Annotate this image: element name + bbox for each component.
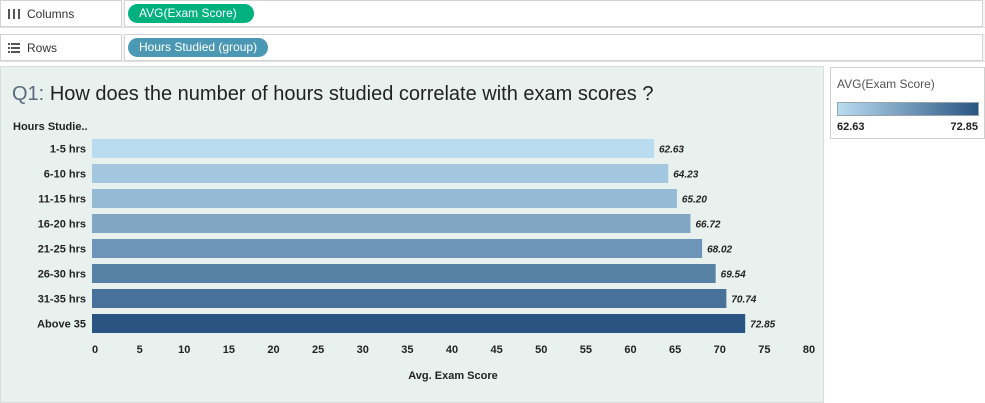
x-tick-label: 70 — [714, 344, 726, 356]
category-label: 6-10 hrs — [44, 169, 86, 181]
title-prefix: Q1: — [12, 83, 45, 105]
bar-chart: 1-5 hrs 62.63 6-10 hrs 64.23 11-15 hrs 65.20 1… — [37, 139, 815, 382]
category-label: 11-15 hrs — [38, 194, 86, 206]
bar[interactable] — [92, 314, 746, 333]
category-label: 1-5 hrs — [50, 144, 86, 156]
x-tick-label: 45 — [491, 344, 503, 356]
bar-value-label: 70.74 — [731, 295, 756, 306]
bar-value-label: 62.63 — [659, 145, 684, 156]
bar-value-label: 65.20 — [682, 195, 707, 206]
rows-icon — [7, 42, 21, 54]
row-header: Hours Studie.. — [13, 121, 88, 133]
rows-shelf: Rows Hours Studied (group) — [0, 34, 985, 62]
columns-shelf-drop-area[interactable]: AVG(Exam Score) — [124, 0, 983, 27]
rows-shelf-label: Rows — [0, 34, 122, 61]
bar[interactable] — [92, 264, 716, 283]
category-label: Above 35 — [37, 319, 86, 331]
rows-shelf-drop-area[interactable]: Hours Studied (group) — [124, 34, 983, 61]
legend-title: AVG(Exam Score) — [837, 77, 935, 91]
x-tick-label: 25 — [312, 344, 324, 356]
x-tick-label: 80 — [803, 344, 815, 356]
bar[interactable] — [92, 139, 654, 158]
x-tick-label: 15 — [223, 344, 235, 356]
legend-max-label: 72.85 — [950, 121, 978, 133]
category-label: 16-20 hrs — [38, 219, 86, 231]
x-tick-label: 50 — [535, 344, 547, 356]
bar[interactable] — [92, 239, 703, 258]
x-axis-title: Avg. Exam Score — [408, 370, 497, 382]
category-label: 21-25 hrs — [38, 244, 86, 256]
bar[interactable] — [92, 214, 691, 233]
bar-value-label: 66.72 — [695, 220, 720, 231]
legend-color-ramp — [837, 102, 979, 116]
legend-min-label: 62.63 — [837, 121, 865, 133]
bar-value-label: 69.54 — [721, 270, 746, 281]
bar-value-label: 72.85 — [750, 320, 775, 331]
columns-icon — [7, 8, 21, 20]
x-tick-label: 20 — [267, 344, 279, 356]
bar-value-label: 64.23 — [673, 170, 698, 181]
bar[interactable] — [92, 289, 727, 308]
x-tick-label: 0 — [92, 344, 98, 356]
x-tick-label: 10 — [178, 344, 190, 356]
columns-shelf-label: Columns — [0, 0, 122, 27]
title-text: How does the number of hours studied cor… — [49, 83, 654, 105]
x-tick-label: 75 — [758, 344, 770, 356]
x-tick-label: 55 — [580, 344, 592, 356]
page-title: Q1: How does the number of hours studied… — [12, 83, 653, 106]
x-tick-label: 65 — [669, 344, 681, 356]
x-tick-label: 35 — [401, 344, 413, 356]
category-label: 31-35 hrs — [38, 294, 86, 306]
bar-value-label: 68.02 — [707, 245, 732, 256]
rows-label-text: Rows — [27, 40, 58, 55]
x-tick-label: 5 — [137, 344, 143, 356]
category-label: 26-30 hrs — [38, 269, 86, 281]
columns-label-text: Columns — [27, 6, 75, 21]
x-tick-label: 30 — [357, 344, 369, 356]
x-tick-label: 40 — [446, 344, 458, 356]
bar[interactable] — [92, 189, 677, 208]
columns-shelf: Columns AVG(Exam Score) — [0, 0, 985, 28]
chart-view: Q1: How does the number of hours studied… — [0, 66, 824, 403]
color-legend[interactable]: AVG(Exam Score) 62.63 72.85 — [830, 67, 985, 139]
hours-studied-group-pill[interactable]: Hours Studied (group) — [128, 38, 269, 57]
avg-exam-score-pill[interactable]: AVG(Exam Score) — [128, 4, 254, 23]
bar[interactable] — [92, 164, 669, 183]
x-tick-label: 60 — [624, 344, 636, 356]
